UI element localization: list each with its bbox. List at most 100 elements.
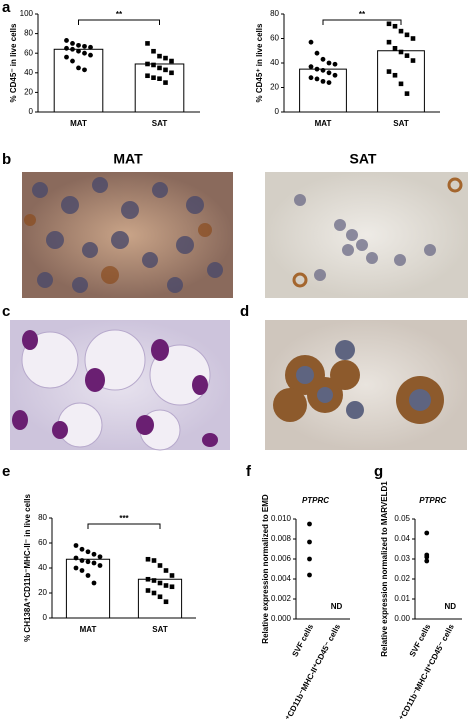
x-tick-label: SVF cells	[408, 622, 433, 658]
data-point	[424, 530, 430, 536]
y-tick-label: 0.006	[271, 554, 292, 563]
significance-bracket	[322, 19, 402, 25]
bar	[65, 558, 111, 619]
data-point	[79, 568, 85, 573]
data-point	[82, 43, 87, 49]
y-tick-label: 80	[38, 513, 47, 522]
data-point	[151, 558, 157, 563]
data-point	[398, 81, 404, 87]
y-tick-label: 20	[38, 588, 47, 597]
annotation: ND	[331, 602, 343, 611]
y-tick-label: 0.01	[394, 594, 410, 603]
micrograph	[22, 172, 468, 298]
data-point	[145, 61, 150, 67]
y-tick-label: 0.05	[394, 514, 410, 523]
panel-letter: e	[2, 463, 10, 480]
data-point	[79, 546, 85, 552]
micrograph	[10, 320, 467, 451]
y-tick-label: 60	[38, 538, 47, 547]
data-point	[151, 578, 157, 583]
data-point	[76, 65, 81, 71]
y-axis-label: Relative expression normalized to MARVEL…	[380, 481, 389, 657]
x-tick-label: MAT	[315, 119, 332, 128]
data-point	[151, 62, 156, 68]
data-point	[85, 573, 91, 578]
data-point	[169, 58, 174, 64]
data-point	[79, 558, 85, 563]
data-point	[404, 32, 410, 38]
data-point	[145, 556, 151, 562]
y-tick-label: 60	[24, 48, 33, 57]
data-point	[308, 64, 314, 70]
x-tick-label: MAT	[80, 625, 97, 634]
data-point	[392, 23, 398, 29]
data-point	[157, 53, 162, 59]
y-tick-label: 0.03	[394, 554, 410, 563]
data-point	[151, 75, 156, 80]
y-tick-label: 100	[20, 9, 34, 18]
y-tick-label: 20	[24, 88, 33, 97]
x-tick-label: SVF cells	[290, 622, 315, 658]
data-point	[424, 558, 430, 564]
data-point	[91, 551, 97, 557]
data-point	[157, 594, 163, 600]
data-point	[326, 70, 332, 76]
y-tick-label: 20	[270, 83, 279, 92]
data-point	[97, 554, 103, 560]
y-tick-label: 80	[270, 9, 279, 18]
y-tick-label: 0.02	[394, 574, 410, 583]
y-tick-label: 0	[43, 613, 48, 622]
annotation: **	[116, 10, 123, 19]
data-point	[70, 46, 75, 52]
panel-letter: a	[2, 0, 11, 16]
data-point	[145, 73, 150, 79]
chart-title: PTPRC	[302, 496, 329, 505]
data-point	[157, 65, 162, 71]
data-point	[64, 45, 69, 51]
micrograph-label: MAT	[113, 151, 143, 167]
data-point	[163, 80, 168, 85]
data-point	[404, 91, 410, 96]
data-point	[307, 572, 312, 578]
y-tick-label: 0	[29, 107, 34, 116]
panel-letter: f	[246, 463, 252, 480]
data-point	[157, 563, 163, 568]
data-point	[392, 72, 398, 78]
data-point	[163, 583, 169, 588]
data-point	[424, 554, 430, 560]
panel-letter: g	[374, 463, 383, 480]
data-point	[163, 599, 169, 605]
annotation: ND	[444, 602, 456, 611]
data-point	[163, 568, 169, 573]
x-tick-label: MAT	[70, 119, 87, 128]
data-point	[76, 42, 81, 48]
data-point	[145, 588, 151, 593]
data-point	[169, 573, 175, 578]
y-tick-label: 0.004	[271, 574, 292, 583]
y-axis-label: Relative expression normalized to EMD	[261, 494, 270, 644]
data-point	[76, 48, 81, 54]
data-point	[82, 50, 87, 56]
data-point	[386, 21, 392, 27]
y-tick-label: 0.010	[271, 514, 292, 523]
y-tick-label: 0.00	[394, 614, 410, 623]
data-point	[169, 70, 174, 76]
data-point	[151, 48, 156, 54]
data-point	[145, 576, 151, 582]
data-point	[70, 58, 75, 64]
data-point	[151, 590, 157, 596]
y-tick-label: 0.000	[271, 614, 292, 623]
significance-bracket	[87, 523, 161, 529]
data-point	[157, 76, 162, 81]
annotation: ***	[119, 514, 129, 523]
data-point	[73, 555, 79, 561]
panel-letter: d	[240, 303, 249, 320]
y-tick-label: 0.04	[394, 534, 410, 543]
y-tick-label: 60	[270, 34, 279, 43]
data-point	[307, 556, 312, 562]
data-point	[404, 53, 410, 58]
x-tick-label: SAT	[393, 119, 409, 128]
data-point	[91, 580, 97, 586]
bar	[53, 48, 104, 113]
